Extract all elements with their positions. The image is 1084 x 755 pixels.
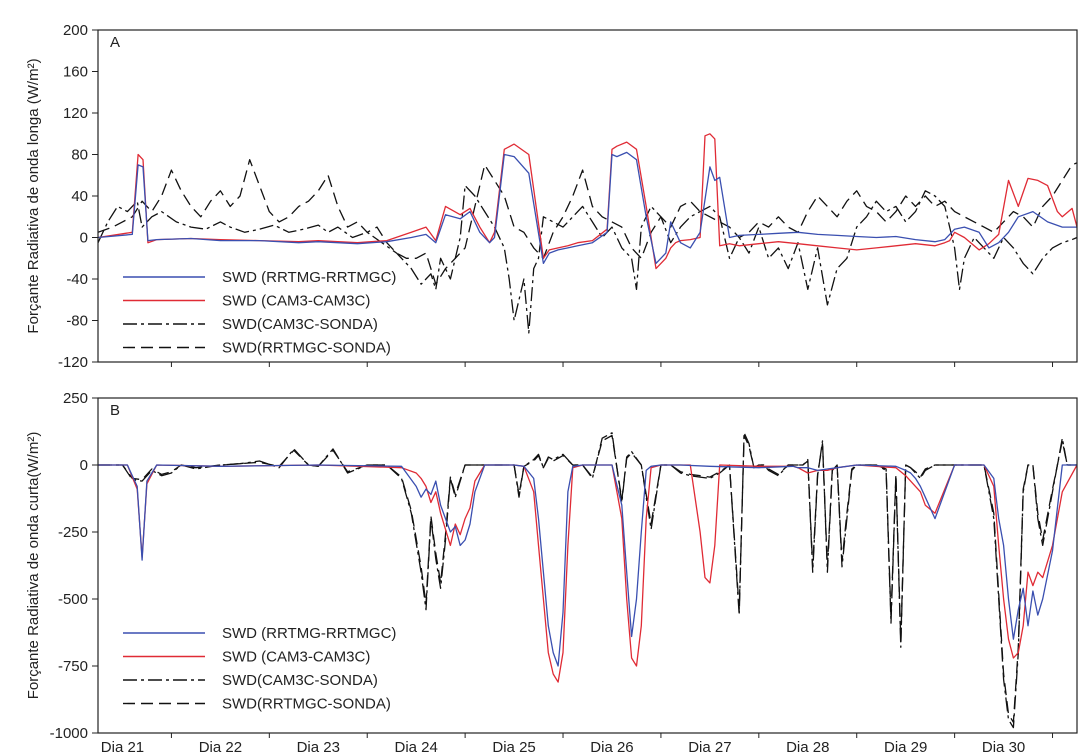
- panel-letter: A: [110, 34, 120, 51]
- y-tick-label: 40: [71, 188, 88, 205]
- x-tick-label: Dia 27: [688, 739, 731, 755]
- y-tick-label: -250: [58, 524, 88, 541]
- y-tick-label: -750: [58, 658, 88, 675]
- legend-label: SWD (RRTMG-RRTMGC): [222, 625, 396, 642]
- y-tick-label: -1000: [50, 725, 88, 742]
- panel-a: -120 -80 -40 0 40 80 120 160 200 A Forçante Radiat…: [25, 22, 1078, 371]
- x-tick-label: Dia 21: [101, 739, 144, 755]
- legend-label: SWD(RRTMGC-SONDA): [222, 340, 391, 357]
- y-tick-label: 80: [71, 147, 88, 164]
- legend-label: SWD(RRTMGC-SONDA): [222, 696, 391, 713]
- series-lines: [98, 133, 1077, 334]
- plot-frame: [97, 29, 1078, 363]
- series-line-0: [98, 151, 1077, 265]
- y-tick-label: 120: [63, 105, 88, 122]
- y-tick-label: -500: [58, 591, 88, 608]
- legend-label: SWD (CAM3-CAM3C): [222, 649, 370, 666]
- x-tick-label: Dia 30: [982, 739, 1025, 755]
- plot-frame: [97, 397, 1078, 734]
- y-axis-label: Forçante Radiativa de onda curta(W/m²): [25, 432, 42, 700]
- legend-label: SWD(CAM3C-SONDA): [222, 316, 378, 333]
- y-axis-label: Forçante Radiativa de onda longa (W/m²): [25, 58, 42, 333]
- series-line-2: [98, 184, 1077, 334]
- x-tick-label: Dia 28: [786, 739, 829, 755]
- x-tick-label: Dia 23: [297, 739, 340, 755]
- series-line-3: [98, 159, 1077, 285]
- series-line-1: [98, 133, 1077, 270]
- x-tick-label: Dia 26: [590, 739, 633, 755]
- legend-label: SWD(CAM3C-SONDA): [222, 672, 378, 689]
- y-tick-label: 200: [63, 22, 88, 39]
- y-tick-label: 0: [80, 230, 88, 247]
- y-tick-label: -40: [66, 271, 88, 288]
- panel-letter: B: [110, 402, 120, 419]
- y-tick-label: -120: [58, 354, 88, 371]
- y-tick-label: 160: [63, 64, 88, 81]
- y-tick-label: -80: [66, 313, 88, 330]
- x-tick-label: Dia 24: [394, 739, 437, 755]
- x-tick-label: Dia 22: [199, 739, 242, 755]
- x-tick-label: Dia 29: [884, 739, 927, 755]
- series-line-3: [98, 434, 1077, 723]
- y-tick-label: 250: [63, 390, 88, 407]
- y-tick-label: 0: [80, 457, 88, 474]
- legend-label: SWD (CAM3-CAM3C): [222, 293, 370, 310]
- panel-b: -1000 -750 -500 -250 0 250 Dia 21 Dia 22 Dia 23 D…: [25, 390, 1078, 755]
- legend: SWD (RRTMG-RRTMGC) SWD (CAM3-CAM3C) SWD(CA…: [123, 625, 396, 713]
- legend-label: SWD (RRTMG-RRTMGC): [222, 269, 396, 286]
- legend: SWD (RRTMG-RRTMGC) SWD (CAM3-CAM3C) SWD(CA…: [123, 269, 396, 357]
- series-lines: [98, 432, 1077, 729]
- x-tick-label: Dia 25: [492, 739, 535, 755]
- series-line-0: [98, 464, 1077, 667]
